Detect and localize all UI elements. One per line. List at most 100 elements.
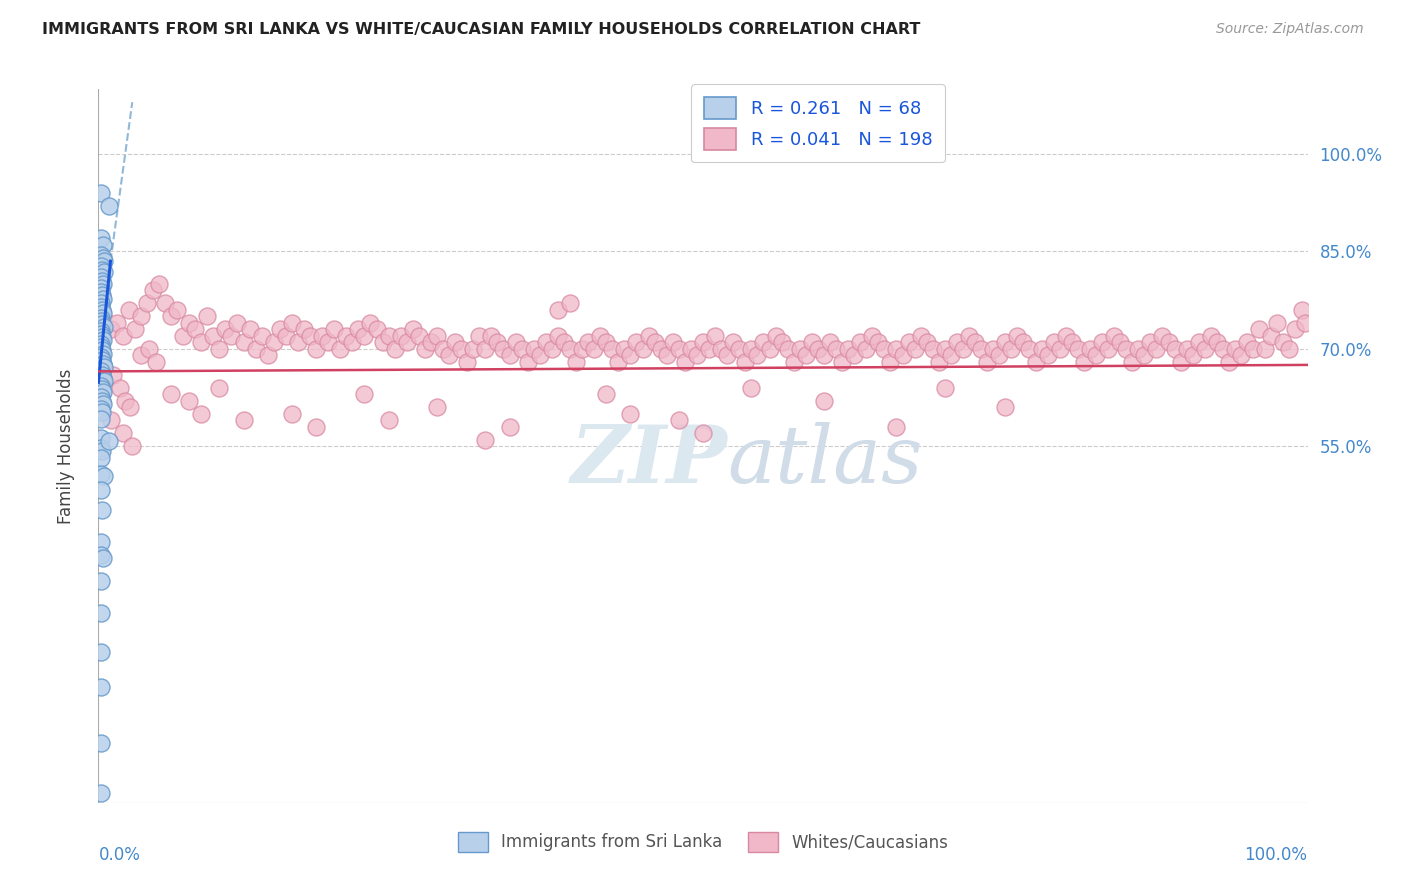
Point xyxy=(1054,328,1077,343)
Point xyxy=(970,342,993,356)
Point xyxy=(523,342,546,356)
Point xyxy=(813,393,835,408)
Point xyxy=(668,342,690,356)
Point xyxy=(90,535,112,549)
Point xyxy=(1188,335,1211,350)
Point xyxy=(323,322,346,336)
Point xyxy=(184,322,207,336)
Point xyxy=(90,786,112,800)
Point xyxy=(101,368,124,382)
Point xyxy=(752,335,775,350)
Point xyxy=(589,328,612,343)
Point xyxy=(153,296,176,310)
Point xyxy=(813,348,835,362)
Point xyxy=(934,381,956,395)
Point xyxy=(90,350,112,364)
Point xyxy=(1254,342,1277,356)
Point xyxy=(91,310,114,324)
Point xyxy=(897,335,920,350)
Point xyxy=(172,328,194,343)
Point xyxy=(129,348,152,362)
Point xyxy=(335,328,357,343)
Point xyxy=(825,342,848,356)
Point xyxy=(631,342,654,356)
Point xyxy=(994,400,1017,414)
Point xyxy=(547,328,569,343)
Point xyxy=(1181,348,1204,362)
Point xyxy=(329,342,352,356)
Point xyxy=(1294,316,1316,330)
Point xyxy=(148,277,170,291)
Point xyxy=(558,296,581,310)
Point xyxy=(939,348,962,362)
Point xyxy=(179,316,201,330)
Point xyxy=(250,328,273,343)
Point xyxy=(91,347,114,361)
Point xyxy=(91,371,114,385)
Y-axis label: Family Households: Family Households xyxy=(56,368,75,524)
Point xyxy=(90,270,112,285)
Point xyxy=(256,348,278,362)
Point xyxy=(1163,342,1185,356)
Point xyxy=(1157,335,1180,350)
Point xyxy=(510,342,533,356)
Point xyxy=(299,328,322,343)
Point xyxy=(90,231,112,245)
Point xyxy=(287,335,309,350)
Point xyxy=(124,322,146,336)
Point xyxy=(1206,335,1229,350)
Point xyxy=(395,335,418,350)
Point xyxy=(1060,335,1083,350)
Point xyxy=(384,342,406,356)
Point xyxy=(91,502,114,516)
Point xyxy=(239,322,262,336)
Point xyxy=(800,335,823,350)
Point xyxy=(904,342,927,356)
Point xyxy=(540,342,562,356)
Point xyxy=(553,335,575,350)
Point xyxy=(595,335,617,350)
Point xyxy=(305,419,328,434)
Point xyxy=(928,354,950,368)
Text: atlas: atlas xyxy=(727,422,922,499)
Point xyxy=(602,342,624,356)
Point xyxy=(432,342,454,356)
Point xyxy=(976,354,998,368)
Point xyxy=(576,335,599,350)
Point xyxy=(226,316,249,330)
Point xyxy=(366,322,388,336)
Point xyxy=(921,342,943,356)
Point xyxy=(450,342,472,356)
Point xyxy=(886,419,908,434)
Point xyxy=(377,328,399,343)
Point xyxy=(90,607,112,621)
Point xyxy=(353,387,375,401)
Point xyxy=(263,335,285,350)
Point xyxy=(626,335,648,350)
Point xyxy=(673,354,696,368)
Point xyxy=(789,342,811,356)
Point xyxy=(704,328,727,343)
Point xyxy=(910,328,932,343)
Point xyxy=(1199,328,1222,343)
Point xyxy=(565,354,588,368)
Point xyxy=(1284,322,1306,336)
Point xyxy=(90,450,112,465)
Point xyxy=(105,316,128,330)
Point xyxy=(281,407,304,421)
Point xyxy=(91,306,114,320)
Text: 100.0%: 100.0% xyxy=(1244,846,1308,863)
Point xyxy=(1212,342,1234,356)
Point xyxy=(90,300,112,314)
Point xyxy=(1128,342,1150,356)
Point xyxy=(93,320,115,334)
Point xyxy=(90,431,112,445)
Point xyxy=(90,336,112,351)
Point xyxy=(90,681,112,695)
Point xyxy=(1031,342,1053,356)
Point xyxy=(716,348,738,362)
Point xyxy=(1230,348,1253,362)
Point xyxy=(90,259,112,273)
Point xyxy=(129,310,152,324)
Point xyxy=(794,348,817,362)
